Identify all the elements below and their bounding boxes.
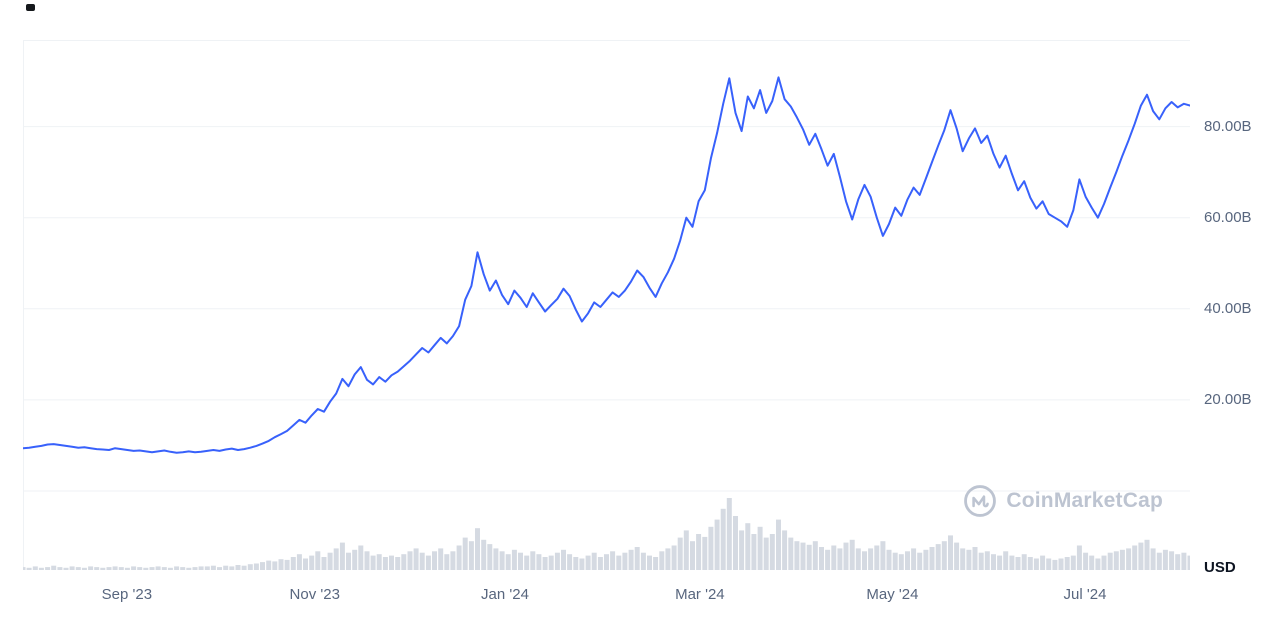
plot-area: CoinMarketCap (23, 40, 1190, 570)
chart-canvas[interactable] (23, 40, 1190, 570)
x-axis-label-nov23: Nov '23 (289, 586, 340, 603)
screen-artifact-dot (26, 4, 35, 11)
x-axis-label-may24: May '24 (866, 586, 919, 603)
currency-label: USD (1204, 559, 1236, 576)
y-axis-label-40b: 40.00B (1204, 299, 1252, 317)
y-axis-label-60b: 60.00B (1204, 208, 1252, 226)
x-axis-label-jan24: Jan '24 (481, 586, 529, 603)
x-axis-label-mar24: Mar '24 (675, 586, 725, 603)
x-axis-label-jul24: Jul '24 (1063, 586, 1107, 603)
y-axis-label-80b: 80.00B (1204, 117, 1252, 135)
y-axis-label-20b: 20.00B (1204, 390, 1252, 408)
x-axis-label-sep23: Sep '23 (101, 586, 153, 603)
